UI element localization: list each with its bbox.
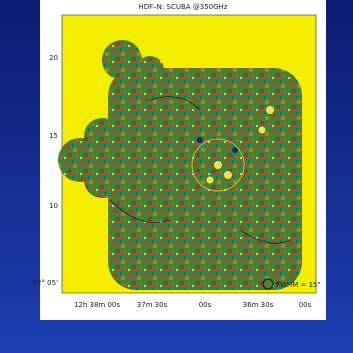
x-tick-label: 00s bbox=[199, 301, 212, 309]
y-tick-label: 20 bbox=[49, 54, 58, 62]
plot-title: HDF–N: SCUBA @350GHz bbox=[139, 3, 228, 11]
y-tick-label: 62° 05' bbox=[33, 279, 59, 287]
y-tick-label: 10 bbox=[49, 202, 58, 210]
x-tick-label: 37m 30s bbox=[137, 301, 168, 309]
slide: HDF–N: SCUBA @350GHz 20 15 10 62° 05' 12… bbox=[0, 0, 353, 353]
x-tick-label: 36m 30s bbox=[243, 301, 274, 309]
beam-annotation: FWHM = 15" bbox=[276, 281, 321, 289]
x-tick-label: 00s bbox=[299, 301, 312, 309]
y-tick-label: 15 bbox=[49, 132, 58, 140]
x-tick-label: 12h 38m 00s bbox=[74, 301, 120, 309]
